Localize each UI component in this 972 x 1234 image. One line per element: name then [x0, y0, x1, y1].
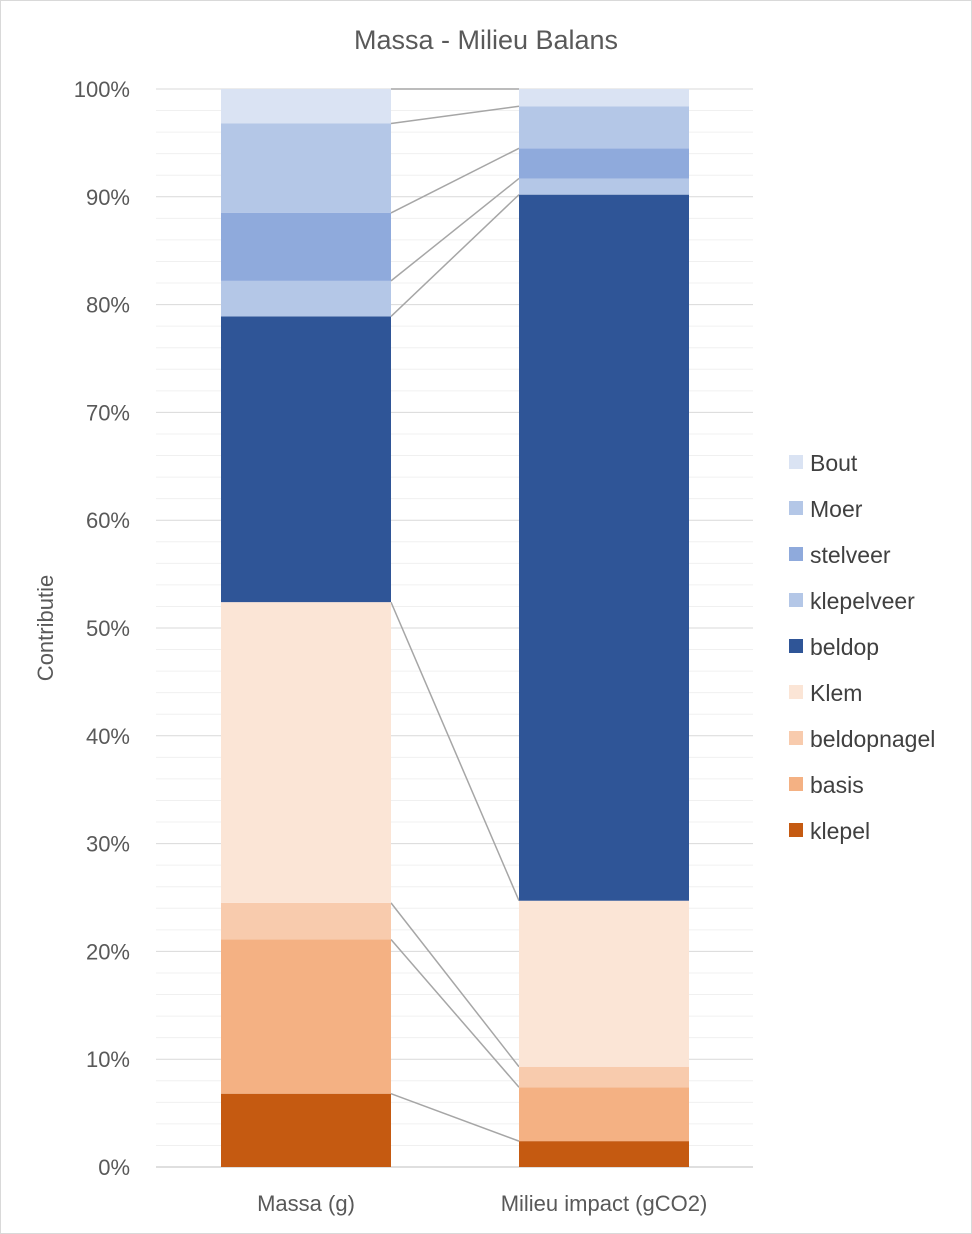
- bar-segment-bout: [221, 89, 391, 124]
- legend-item: Klem: [789, 680, 862, 706]
- series-line: [390, 177, 520, 282]
- legend-item: beldop: [789, 634, 879, 660]
- bar-segment-beldopnagel: [221, 902, 391, 940]
- legend-label: stelveer: [810, 542, 891, 568]
- y-tick-label: 60%: [86, 508, 130, 533]
- x-axis-categories: Massa (g) Milieu impact (gCO2): [257, 1191, 707, 1216]
- legend-swatch: [789, 823, 803, 837]
- legend-label: klepel: [810, 818, 870, 844]
- y-tick-label: 100%: [74, 77, 130, 102]
- y-tick-label: 40%: [86, 724, 130, 749]
- bar-segment-bout: [519, 89, 689, 107]
- y-axis-label: Contributie: [33, 575, 58, 681]
- bar-segment-klem: [519, 900, 689, 1067]
- bar-segment-basis: [519, 1087, 689, 1142]
- bar-segment-klepel: [221, 1093, 391, 1167]
- bar-segment-stelveer: [221, 212, 391, 281]
- bar-segment-beldop: [221, 316, 391, 603]
- y-tick-label: 70%: [86, 400, 130, 425]
- legend-label: Klem: [810, 680, 862, 706]
- y-tick-label: 10%: [86, 1047, 130, 1072]
- legend: Bout Moer stelveer klepelveer beldop Klem beld…: [789, 450, 935, 844]
- legend-swatch: [789, 593, 803, 607]
- legend-label: Bout: [810, 450, 858, 476]
- bar-segment-beldopnagel: [519, 1066, 689, 1088]
- series-line: [390, 939, 520, 1088]
- legend-item: klepel: [789, 818, 870, 844]
- legend-label: basis: [810, 772, 864, 798]
- x-category-label: Milieu impact (gCO2): [501, 1191, 708, 1216]
- legend-item: klepelveer: [789, 588, 915, 614]
- legend-swatch: [789, 685, 803, 699]
- y-axis-ticks: 0% 10% 20% 30% 40% 50% 60% 70% 80% 90% 100%: [74, 77, 130, 1180]
- series-line: [390, 902, 520, 1068]
- legend-swatch: [789, 731, 803, 745]
- legend-swatch: [789, 501, 803, 515]
- y-tick-label: 0%: [98, 1155, 130, 1180]
- chart-title: Massa - Milieu Balans: [354, 25, 618, 55]
- y-tick-label: 80%: [86, 293, 130, 318]
- bar-segment-klepelveer: [221, 280, 391, 317]
- legend-label: beldopnagel: [810, 726, 935, 752]
- bar-segment-beldop: [519, 194, 689, 901]
- y-tick-label: 90%: [86, 185, 130, 210]
- bar-segment-moer: [221, 123, 391, 213]
- legend-swatch: [789, 547, 803, 561]
- bar-segment-basis: [221, 939, 391, 1094]
- series-line: [390, 601, 520, 902]
- legend-item: basis: [789, 772, 864, 798]
- series-line: [390, 1092, 520, 1142]
- bar-segment-klepelveer: [519, 178, 689, 195]
- series-connector-lines: [390, 88, 520, 1142]
- bar-segment-klepel: [519, 1141, 689, 1167]
- bar-segment-moer: [519, 106, 689, 149]
- bar-segment-klem: [221, 602, 391, 903]
- legend-item: beldopnagel: [789, 726, 935, 752]
- y-tick-label: 50%: [86, 616, 130, 641]
- legend-item: Moer: [789, 496, 863, 522]
- series-line: [390, 147, 520, 214]
- y-tick-label: 20%: [86, 939, 130, 964]
- legend-item: Bout: [789, 450, 858, 476]
- legend-label: Moer: [810, 496, 863, 522]
- series-line: [390, 194, 520, 318]
- legend-swatch: [789, 777, 803, 791]
- series-line: [390, 105, 520, 125]
- legend-swatch: [789, 455, 803, 469]
- legend-label: beldop: [810, 634, 879, 660]
- bar-segment-stelveer: [519, 148, 689, 179]
- y-tick-label: 30%: [86, 832, 130, 857]
- legend-swatch: [789, 639, 803, 653]
- x-category-label: Massa (g): [257, 1191, 355, 1216]
- bars: [221, 89, 689, 1167]
- legend-item: stelveer: [789, 542, 891, 568]
- legend-label: klepelveer: [810, 588, 915, 614]
